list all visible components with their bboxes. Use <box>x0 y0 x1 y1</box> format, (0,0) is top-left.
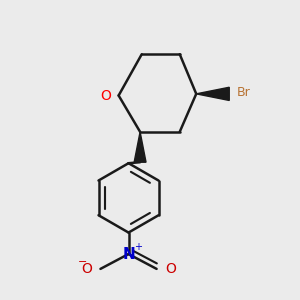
Text: −: − <box>78 257 87 267</box>
Text: +: + <box>134 242 142 252</box>
Text: O: O <box>100 88 112 103</box>
Text: O: O <box>165 262 176 276</box>
Polygon shape <box>134 132 146 162</box>
Text: Br: Br <box>236 86 250 99</box>
Text: O: O <box>81 262 92 276</box>
Text: N: N <box>122 247 135 262</box>
Polygon shape <box>196 87 229 101</box>
